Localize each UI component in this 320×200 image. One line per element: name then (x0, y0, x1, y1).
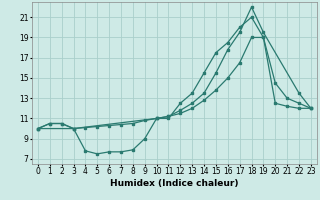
X-axis label: Humidex (Indice chaleur): Humidex (Indice chaleur) (110, 179, 239, 188)
